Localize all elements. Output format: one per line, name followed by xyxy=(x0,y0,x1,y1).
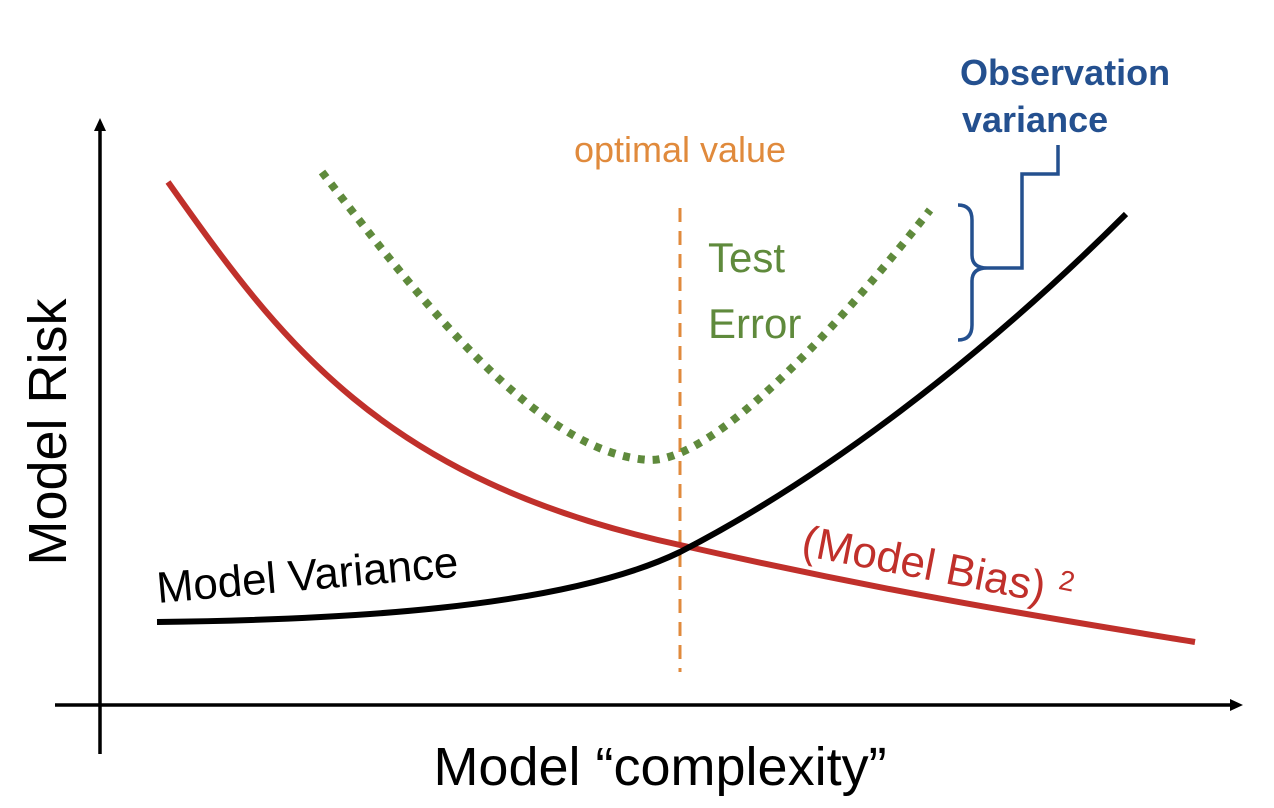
observation-variance-label-line1: Observation xyxy=(960,52,1170,93)
x-axis-label: Model “complexity” xyxy=(433,737,886,797)
test-error-label-line1: Test xyxy=(708,234,785,281)
model-bias-label: (Model Bias) 2 xyxy=(798,515,1077,617)
observation-variance-label-line2: variance xyxy=(962,99,1108,140)
svg-text:(Model Bias) 2: (Model Bias) 2 xyxy=(798,515,1077,617)
model-variance-curve xyxy=(156,211,1129,625)
observation-variance-connector xyxy=(987,145,1060,270)
model-variance-label: Model Variance xyxy=(155,538,461,613)
optimal-value-label: optimal value xyxy=(574,129,786,170)
observation-variance-brace xyxy=(957,203,988,342)
test-error-label-line2: Error xyxy=(708,300,801,347)
model-bias-curve xyxy=(165,180,1196,645)
model-bias-superscript: 2 xyxy=(1056,564,1077,597)
y-axis-label: Model Risk xyxy=(18,297,78,565)
test-error-curve xyxy=(318,169,934,465)
